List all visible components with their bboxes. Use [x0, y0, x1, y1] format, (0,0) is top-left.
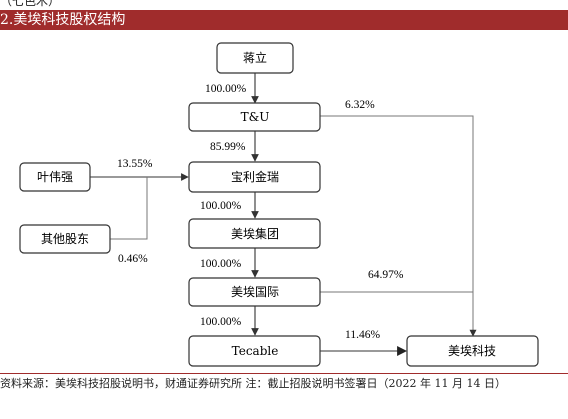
- node-qita-label: 其他股东: [41, 232, 89, 246]
- node-jiangli-label: 蒋立: [243, 50, 267, 65]
- pct-jituan-guoji: 100.00%: [200, 258, 242, 270]
- node-baoli: 宝利金瑞: [188, 161, 321, 193]
- node-tu: T&U: [188, 102, 321, 132]
- pct-tu-baoli: 85.99%: [210, 141, 246, 153]
- node-baoli-label: 宝利金瑞: [231, 169, 279, 184]
- pct-guoji-keji: 64.97%: [368, 269, 404, 281]
- node-yeweiqiang-label: 叶伟强: [37, 170, 73, 184]
- node-keji: 美埃科技: [406, 335, 539, 367]
- node-yeweiqiang: 叶伟强: [19, 162, 91, 192]
- pct-tecable-keji: 11.46%: [345, 329, 380, 341]
- figure-title: 2.美埃科技股权结构: [0, 12, 126, 28]
- node-tu-label: T&U: [241, 110, 270, 124]
- node-guoji: 美埃国际: [188, 277, 321, 307]
- node-jiangli: 蒋立: [216, 42, 294, 74]
- edge-qita-baoli: [110, 177, 148, 240]
- pct-ye-baoli: 13.55%: [117, 158, 153, 170]
- pct-qita-baoli: 0.46%: [118, 253, 148, 265]
- node-tecable-label: Tecable: [232, 344, 279, 358]
- edge-tu-keji: [320, 115, 477, 337]
- pct-jiangli-tu: 100.00%: [205, 83, 247, 95]
- source-note: 资料来源：美埃科技招股说明书，财通证券研究所 注：截止招股说明书签署日（2022…: [0, 377, 506, 390]
- node-keji-label: 美埃科技: [448, 344, 496, 358]
- node-guoji-label: 美埃国际: [231, 285, 279, 299]
- node-jituan: 美埃集团: [188, 218, 321, 249]
- pct-baoli-jituan: 100.00%: [200, 200, 242, 212]
- node-qita: 其他股东: [19, 224, 111, 254]
- node-jituan-label: 美埃集团: [231, 226, 279, 241]
- pct-guoji-tecable: 100.00%: [200, 316, 242, 328]
- header-fragment-text: （七色木）: [0, 0, 61, 8]
- footer-divider: [0, 373, 568, 374]
- ownership-diagram: 蒋立 T&U 叶伟强 宝利金瑞 其他股东 美埃集团 美埃国际 Tecable 美…: [19, 42, 539, 367]
- header-fragment: （七色木）: [0, 0, 568, 10]
- pct-tu-keji: 6.32%: [345, 99, 375, 111]
- node-tecable: Tecable: [188, 335, 321, 367]
- figure-title-bar: 2.美埃科技股权结构: [0, 10, 568, 30]
